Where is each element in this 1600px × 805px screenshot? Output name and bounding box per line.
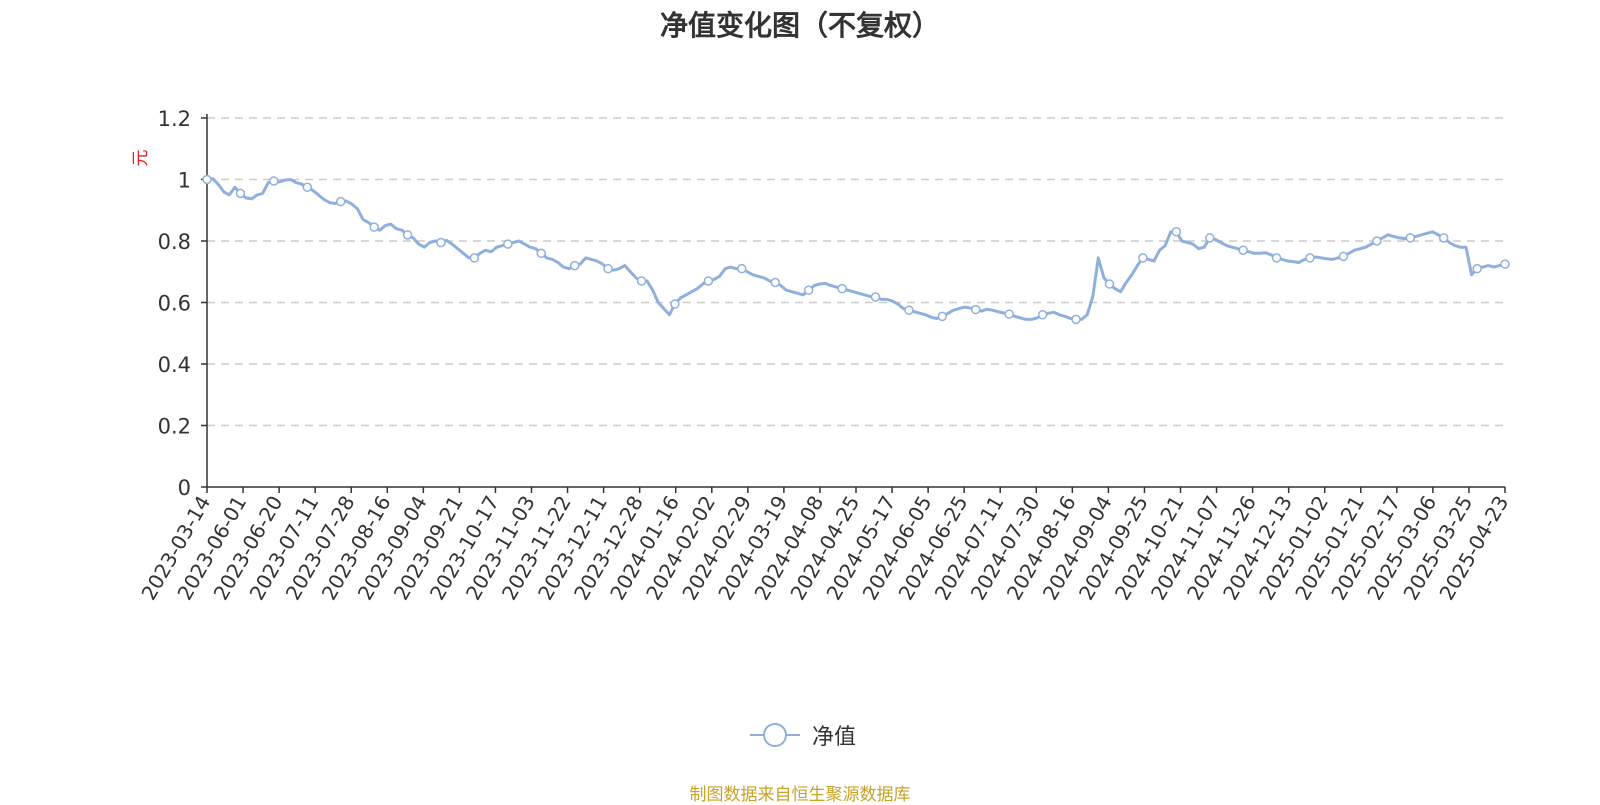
data-point <box>1372 236 1382 246</box>
data-point <box>1204 233 1215 243</box>
data-point <box>1438 233 1449 243</box>
data-point <box>436 237 446 248</box>
y-tick-label: 0.2 <box>158 415 191 439</box>
data-point <box>870 292 881 302</box>
data-point <box>269 176 279 186</box>
data-point <box>1004 309 1014 319</box>
x-tick-labels: 2023-03-142023-06-012023-06-202023-07-11… <box>136 491 1513 604</box>
data-point <box>904 305 914 315</box>
data-point <box>1405 233 1416 243</box>
data-point <box>971 304 981 315</box>
y-axis-unit-label: 元 <box>131 150 151 167</box>
y-tick-label: 1 <box>178 169 191 193</box>
data-point <box>1472 263 1482 274</box>
data-point <box>636 276 647 286</box>
data-point <box>1238 245 1248 255</box>
data-point <box>837 283 847 294</box>
data-point <box>1104 279 1115 289</box>
data-point <box>1305 253 1315 263</box>
data-point <box>369 222 379 232</box>
legend-line-marker-icon <box>750 723 800 747</box>
series-layer <box>202 174 1510 325</box>
data-point <box>670 299 680 309</box>
data-point <box>202 174 212 185</box>
y-tick-label: 0 <box>178 476 191 500</box>
grid-lines <box>207 117 1505 427</box>
data-point <box>302 182 313 192</box>
data-point <box>703 276 714 286</box>
data-point <box>737 263 747 274</box>
y-tick-labels: 0 0.2 0.4 0.6 0.8 1 1.2 <box>158 107 191 500</box>
data-point <box>402 230 413 240</box>
y-tick-label: 0.8 <box>158 230 191 254</box>
data-point <box>1500 259 1510 269</box>
chart-title: 净值变化图（不复权） <box>659 9 940 42</box>
axes <box>201 114 1506 493</box>
data-point <box>1138 253 1148 263</box>
data-point <box>569 260 580 271</box>
data-point <box>937 311 948 322</box>
data-point <box>469 253 480 263</box>
data-point <box>1271 253 1282 263</box>
y-tick-label: 0.6 <box>158 292 191 316</box>
data-point <box>536 248 546 259</box>
data-point <box>1338 251 1349 262</box>
data-point <box>235 188 246 199</box>
legend-label: 净值 <box>812 725 857 750</box>
data-point <box>335 196 346 207</box>
data-point <box>770 277 780 288</box>
data-point <box>803 285 814 295</box>
source-note: 制图数据来自恒生聚源数据库 <box>689 785 911 805</box>
data-point <box>1171 227 1182 237</box>
data-point <box>1037 310 1048 320</box>
y-tick-label: 0.4 <box>158 353 191 377</box>
y-tick-label: 1.2 <box>158 107 191 131</box>
legend[interactable]: 净值 <box>750 718 856 752</box>
data-point <box>503 239 513 249</box>
series-line <box>206 177 1506 321</box>
data-point <box>603 263 613 274</box>
data-point <box>1071 314 1081 325</box>
